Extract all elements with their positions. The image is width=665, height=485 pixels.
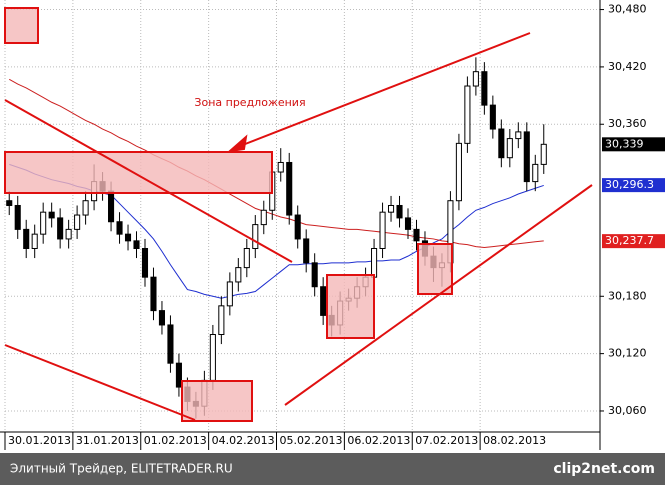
x-tick-label: 07.02.2013 [415,434,478,447]
zone-box [417,243,453,295]
price-label-box [602,178,665,193]
footer-text: Элитный Трейдер, ELITETRADER.RU [10,462,233,476]
candle-body [74,214,81,230]
x-tick-label: 01.02.2013 [144,434,207,447]
candle-body [498,128,505,159]
x-tick-label: 05.02.2013 [280,434,343,447]
moving-average [8,78,544,249]
drawings [4,7,593,422]
candle-body [40,211,47,235]
price-label: 30,237.7 [605,234,654,247]
x-tick-label: 04.02.2013 [212,434,275,447]
x-tick-label: 06.02.2013 [347,434,410,447]
candle-body [489,104,496,130]
trend-line [284,184,593,406]
candle-body [133,240,140,249]
candle-body [286,161,293,216]
arrow-head [226,134,248,153]
watermark: clip2net.com [553,461,655,477]
price-label-box [602,137,665,152]
zone-box [4,7,39,44]
x-tick-label: 31.01.2013 [76,434,139,447]
price-label: 30,296.3 [605,178,654,191]
y-tick-label: 30,420 [608,60,647,73]
candle-body [65,228,72,240]
candle-body [532,163,539,183]
y-tick-label: 30,360 [608,117,647,130]
price-label: 30,339 [605,137,644,150]
y-tick-label: 30,120 [608,347,647,360]
trend-line [4,344,196,421]
candle-body [141,247,149,278]
candle-body [396,204,403,219]
candle-body [311,262,318,288]
candle-body [523,131,530,183]
candle-body [124,233,132,242]
candle-body [226,281,233,307]
candle-body [277,161,284,173]
candle-body [506,138,513,159]
candle-body [387,204,395,213]
candle-body [379,211,386,249]
grid [4,0,600,432]
footer-bar [0,453,665,485]
candle-body [14,204,21,230]
candle-body [235,267,242,283]
candle-body [294,214,301,240]
candle-body [472,71,479,87]
candle-body [209,334,216,381]
candle-body [243,247,250,269]
annotation: Зона предложения [194,96,305,109]
price-label-box [602,234,665,249]
zone-box [4,151,273,194]
candle-body [320,286,327,316]
candle-body [116,221,123,235]
candle-body [252,224,259,249]
y-tick-label: 30,060 [608,404,647,417]
candle-body [158,310,166,326]
candle-body [150,276,157,312]
candle-body [57,217,64,240]
candle-body [371,247,378,278]
candle-body [48,211,55,219]
x-tick-label: 08.02.2013 [483,434,546,447]
candle-body [404,217,412,230]
candle-body [464,85,471,144]
y-tick-label: 30,480 [608,3,647,16]
candle-body [413,228,420,242]
candle-body [218,305,225,336]
trend-line [4,99,293,263]
candle-body [455,142,462,202]
candle-body [540,143,547,165]
y-tick-label: 30,180 [608,289,647,302]
candle-body [515,131,522,140]
candle-body [481,71,488,106]
x-tick-label: 30.01.2013 [8,434,71,447]
candle-body [6,200,13,206]
trend-line [239,32,531,147]
labels: 30,480 30,420 30,360 30,180 30,120 30,060 30.0… [4,3,665,450]
candle-body [260,209,267,226]
candle-body [175,362,182,388]
candle-body [108,190,115,223]
candle-body [303,238,310,264]
candle-body [82,200,89,216]
zone-box [326,274,375,339]
zone-box [181,380,253,422]
candle-body [23,228,30,249]
candle-body [31,233,38,249]
candle-body [167,324,174,364]
